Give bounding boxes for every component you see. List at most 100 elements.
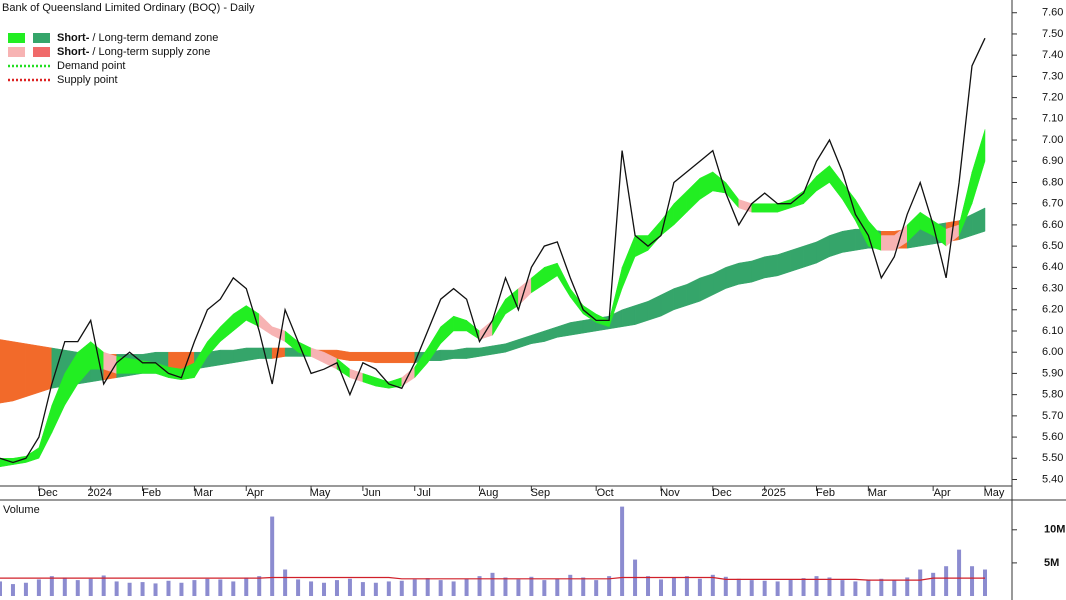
volume-bar xyxy=(114,581,119,596)
long-term-zone xyxy=(738,260,752,285)
volume-bar xyxy=(322,582,327,596)
long-term-zone xyxy=(751,256,765,283)
y-tick-label: 6.90 xyxy=(1042,155,1063,167)
y-tick-label: 6.20 xyxy=(1042,304,1063,316)
x-tick-label: 2025 xyxy=(761,487,785,499)
y-tick-label: 5.40 xyxy=(1042,473,1063,485)
long-term-zone xyxy=(336,349,351,361)
long-term-zone xyxy=(362,351,377,364)
volume-bar xyxy=(192,580,197,596)
y-tick-label: 5.90 xyxy=(1042,367,1063,379)
volume-bar xyxy=(309,581,314,596)
y-tick-label: 6.40 xyxy=(1042,261,1063,273)
long-term-zone xyxy=(466,347,480,359)
x-tick-label: May xyxy=(984,487,1005,499)
volume-bar xyxy=(257,576,262,596)
x-tick-label: May xyxy=(310,487,331,499)
long-term-zone xyxy=(803,241,817,268)
volume-bar xyxy=(529,576,534,596)
volume-bar xyxy=(684,576,689,596)
volume-bar xyxy=(542,580,547,596)
volume-bar xyxy=(620,506,625,596)
long-term-zone xyxy=(401,351,415,364)
volume-bar xyxy=(788,579,793,596)
volume-bar xyxy=(205,578,210,596)
volume-bar xyxy=(334,580,339,596)
volume-bar xyxy=(697,578,702,596)
legend-swatch xyxy=(33,47,50,57)
volume-bar xyxy=(438,580,443,596)
volume-bar xyxy=(892,580,897,596)
volume-label: Volume xyxy=(3,504,40,516)
volume-bar xyxy=(957,549,962,596)
volume-bar xyxy=(490,572,495,596)
volume-bar xyxy=(762,580,767,596)
y-tick-label: 6.30 xyxy=(1042,282,1063,294)
volume-tick-label: 10M xyxy=(1044,524,1065,536)
volume-bar xyxy=(296,579,301,596)
volume-bar xyxy=(555,578,560,596)
volume-bar xyxy=(646,576,651,596)
x-tick-label: Mar xyxy=(194,487,213,499)
legend-label: Supply point xyxy=(57,74,118,86)
legend-label: / Long-term demand zone xyxy=(92,32,218,44)
x-tick-label: Apr xyxy=(934,487,951,499)
volume-bar xyxy=(931,572,936,596)
y-tick-label: 6.10 xyxy=(1042,325,1063,337)
volume-bar xyxy=(944,566,949,596)
y-tick-label: 7.20 xyxy=(1042,92,1063,104)
long-term-zone xyxy=(492,343,506,355)
volume-bar xyxy=(10,584,15,596)
y-tick-label: 6.80 xyxy=(1042,176,1063,188)
volume-bar xyxy=(218,579,223,596)
long-term-zone xyxy=(829,230,843,258)
volume-bar xyxy=(23,582,28,596)
y-tick-label: 7.60 xyxy=(1042,7,1063,19)
x-tick-label: Mar xyxy=(868,487,887,499)
volume-bar xyxy=(36,579,41,596)
volume-bar xyxy=(723,576,728,596)
x-tick-label: Dec xyxy=(38,487,58,499)
short-term-zone xyxy=(751,203,765,213)
volume-bar xyxy=(101,575,106,596)
volume-bar xyxy=(477,576,482,596)
long-term-zone xyxy=(479,345,493,357)
volume-bar xyxy=(127,582,132,596)
volume-bar xyxy=(347,578,352,596)
volume-bar xyxy=(49,576,54,596)
volume-bar xyxy=(658,579,663,596)
volume-bar xyxy=(918,569,923,596)
legend-swatch xyxy=(8,47,25,57)
volume-bar xyxy=(827,577,832,596)
short-term-zone xyxy=(971,129,986,204)
long-term-zone xyxy=(0,339,14,404)
volume-bar xyxy=(879,578,884,596)
volume-bar xyxy=(464,578,469,596)
short-term-zone xyxy=(881,235,895,251)
volume-bar xyxy=(283,569,288,596)
long-term-zone xyxy=(570,320,584,336)
volume-bar xyxy=(775,581,780,596)
y-tick-label: 5.50 xyxy=(1042,452,1063,464)
volume-bar xyxy=(710,574,715,596)
long-term-zone xyxy=(634,300,649,325)
y-tick-label: 6.60 xyxy=(1042,219,1063,231)
volume-bar xyxy=(451,581,456,596)
long-term-zone xyxy=(220,349,234,366)
volume-bar xyxy=(425,578,430,596)
volume-bar xyxy=(140,582,145,596)
x-tick-label: Jun xyxy=(363,487,381,499)
long-term-zone xyxy=(233,347,247,364)
volume-bar xyxy=(905,577,910,596)
long-term-zone xyxy=(440,349,454,361)
volume-bar xyxy=(399,580,404,596)
volume-bar xyxy=(244,577,249,596)
long-term-zone xyxy=(349,351,364,361)
volume-bar xyxy=(607,576,612,596)
x-tick-label: Feb xyxy=(816,487,835,499)
volume-bar xyxy=(179,582,184,596)
legend-label: Demand point xyxy=(57,60,126,72)
legend-label: Short- xyxy=(57,32,90,44)
legend-swatch xyxy=(33,33,50,43)
